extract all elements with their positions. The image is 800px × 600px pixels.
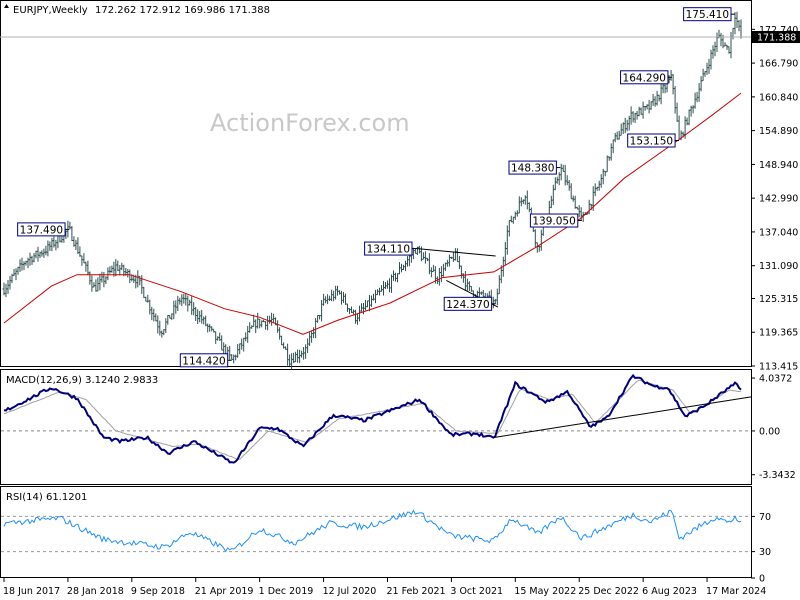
annotation-label: 114.420 — [182, 355, 225, 367]
annotation-8: 175.410 — [683, 7, 736, 22]
price-panel-frame — [0, 0, 752, 367]
price-trendline-0 — [415, 248, 496, 257]
annotation-0: 137.490 — [17, 222, 70, 237]
x-tick-label: 1 Dec 2019 — [259, 586, 314, 597]
rsi-title: RSI(14) 61.1201 — [6, 492, 87, 503]
annotation-box — [683, 7, 732, 22]
annotation-box — [179, 353, 229, 368]
x-tick-label: 9 Sep 2018 — [131, 586, 185, 597]
annotation-label: 134.110 — [367, 244, 410, 256]
macd-trendline-0 — [493, 396, 752, 438]
macd-layer — [1, 373, 752, 464]
price-header: EURJPY,Weekly 172.262 172.912 169.986 17… — [4, 4, 270, 16]
annotation-1: 114.420 — [179, 353, 232, 368]
price-layer: 137.490 114.420 134.110 124.370 148.380 139.0… — [0, 7, 751, 370]
price-tick-label: 137.040 — [759, 227, 798, 238]
rsi-layer — [1, 509, 751, 553]
annotation-label: 153.150 — [630, 136, 673, 148]
annotation-label: 164.290 — [623, 72, 666, 84]
annotation-3: 124.370 — [443, 296, 496, 311]
rsi-tick-label: 30 — [759, 547, 771, 558]
price-tick-label: 160.840 — [759, 92, 798, 103]
annotation-box — [620, 70, 669, 85]
current-price-tag — [752, 31, 800, 44]
annotation-box — [508, 160, 557, 175]
annotation-box — [443, 296, 493, 311]
price-tick-label: 154.890 — [759, 126, 798, 137]
annotation-label: 124.370 — [446, 299, 489, 311]
watermark: ActionForex.com — [210, 109, 410, 137]
annotation-box — [627, 133, 676, 148]
annotation-7: 153.150 — [627, 133, 680, 148]
moving-average-line — [3, 92, 742, 335]
rsi-tick-label: 0 — [759, 574, 765, 585]
macd-tick-label: 4.0372 — [759, 374, 792, 385]
annotation-5: 139.050 — [529, 213, 582, 228]
annotation-label: 175.410 — [686, 9, 729, 21]
annotation-label: 139.050 — [532, 216, 575, 228]
price-tick-label: 142.990 — [759, 194, 798, 205]
x-tick-label: 17 Mar 2024 — [706, 586, 766, 597]
symbol-label: EURJPY,Weekly — [13, 5, 88, 16]
price-tick-label: 131.090 — [759, 261, 798, 272]
annotation-box — [17, 222, 66, 237]
annotation-2: 134.110 — [364, 241, 417, 256]
annotation-label: 148.380 — [511, 163, 554, 175]
collapse-triangle-icon — [4, 4, 9, 8]
macd-title: MACD(12,26,9) 3.1240 2.9833 — [6, 375, 158, 386]
current-price-label: 171.388 — [757, 33, 796, 44]
x-tick-label: 15 May 2022 — [514, 586, 576, 597]
x-tick-label: 12 Jul 2020 — [323, 586, 377, 597]
macd-tick-label: 0.00 — [759, 426, 780, 437]
price-bars — [2, 11, 743, 370]
x-tick-label: 6 Aug 2023 — [642, 586, 697, 597]
price-tick-label: 166.790 — [759, 59, 798, 70]
macd-panel-frame — [0, 369, 752, 485]
x-tick-label: 3 Oct 2021 — [450, 586, 503, 597]
x-tick-label: 21 Feb 2021 — [386, 586, 445, 597]
rsi-panel-frame — [0, 486, 752, 578]
x-tick-label: 21 Apr 2019 — [195, 586, 254, 597]
price-tick-label: 125.315 — [759, 294, 798, 305]
price-tick-label: 119.365 — [759, 328, 798, 339]
annotation-4: 148.380 — [508, 160, 561, 175]
macd-line — [3, 373, 742, 464]
x-tick-label: 18 Jun 2017 — [3, 586, 60, 597]
annotation-label: 137.490 — [20, 224, 63, 236]
rsi-line — [3, 509, 742, 553]
annotation-6: 164.290 — [620, 70, 672, 85]
x-tick-label: 28 Jan 2018 — [67, 586, 124, 597]
axis-layer: 172.740 166.790 160.840 154.890 148.940 142.9… — [3, 25, 800, 597]
annotation-box — [529, 213, 579, 228]
ohlc-values: 172.262 172.912 169.986 171.388 — [95, 5, 270, 16]
price-tick-label: 172.740 — [759, 25, 798, 36]
price-tick-label: 113.415 — [759, 362, 798, 373]
x-tick-label: 25 Dec 2022 — [578, 586, 639, 597]
rsi-tick-label: 70 — [759, 512, 771, 523]
macd-tick-label: -3.3432 — [759, 470, 796, 481]
annotation-box — [364, 241, 413, 256]
price-tick-label: 148.940 — [759, 160, 798, 171]
